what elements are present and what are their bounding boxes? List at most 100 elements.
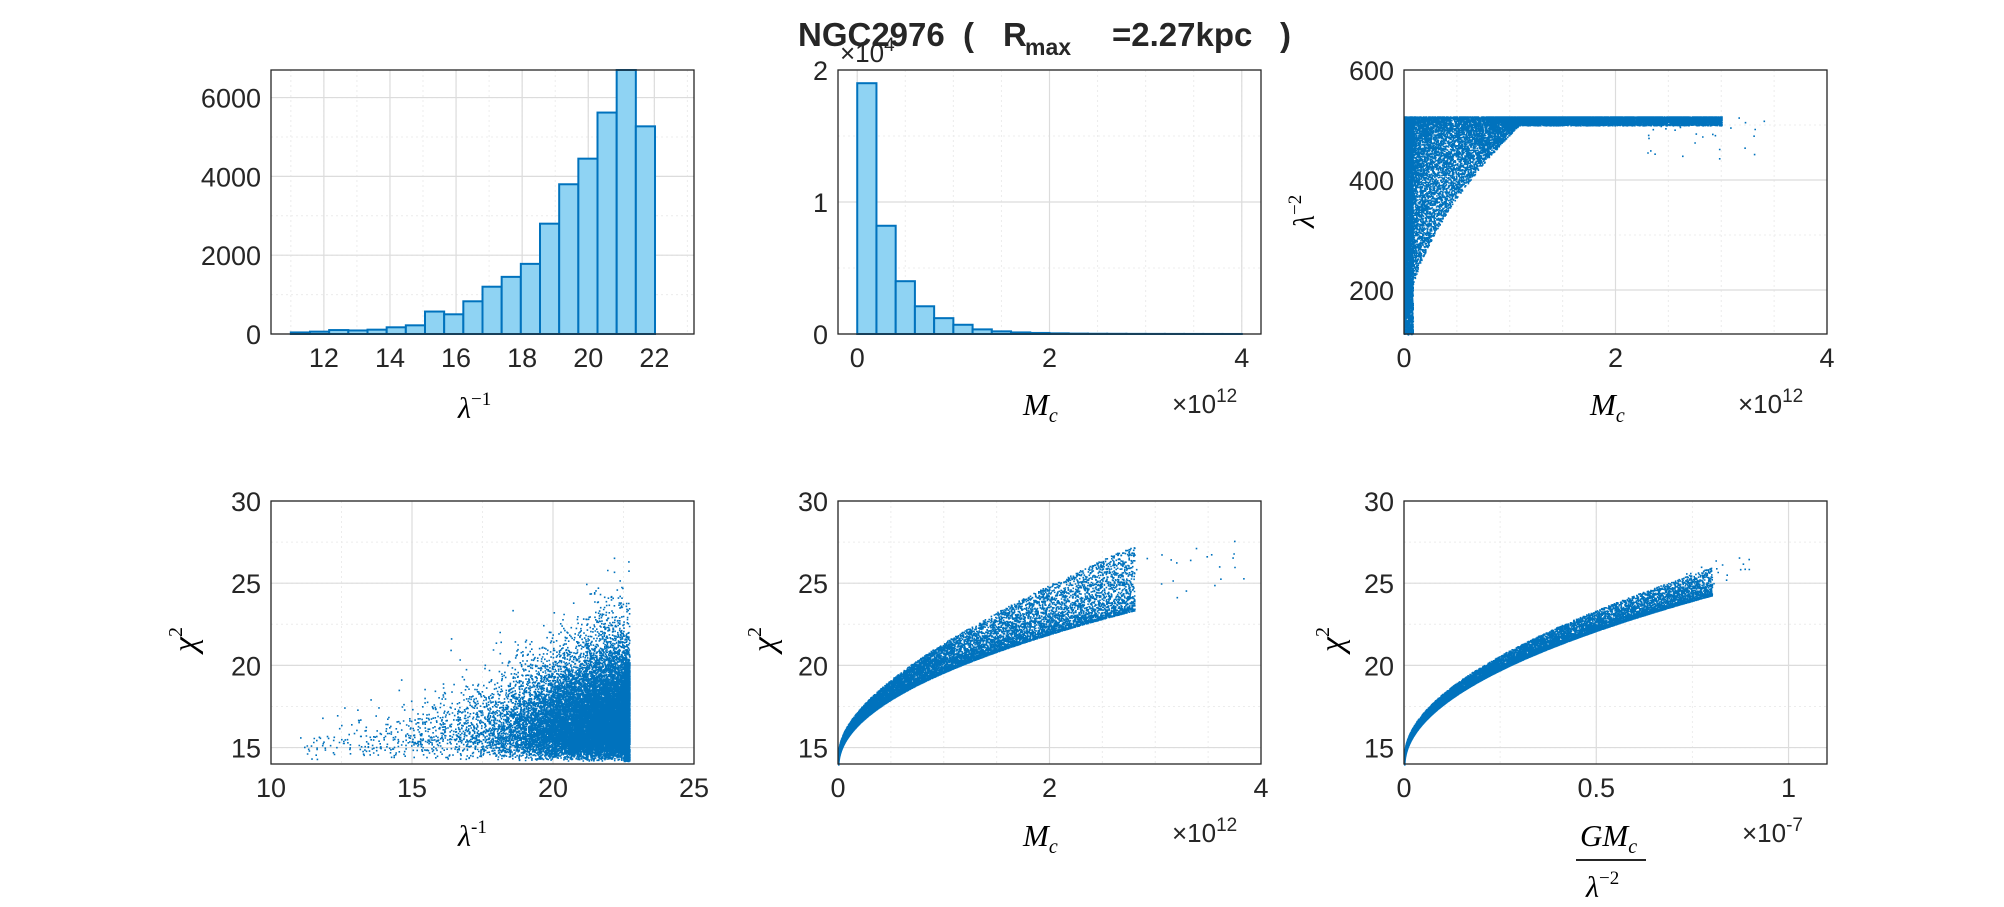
x-tick-label: 25	[679, 773, 709, 803]
histogram-bar	[443, 313, 465, 335]
svg-text:GMc: GMc	[1580, 818, 1637, 858]
y-tick-label: 15	[231, 734, 261, 764]
histogram-bar	[971, 328, 993, 336]
ylabel-chi2-bottom-middle: χ2	[744, 627, 783, 655]
figure-title-main: NGC2976	[798, 16, 945, 53]
scatter-point	[1404, 116, 1766, 336]
histogram-bar	[404, 324, 426, 335]
histogram-bar	[385, 326, 407, 335]
svg-text:λ−2: λ−2	[1585, 868, 1619, 904]
y-tick-label: 200	[1349, 276, 1394, 306]
axes-box	[1403, 500, 1828, 765]
y-tick-label: 20	[798, 651, 828, 681]
scatter-series	[1404, 557, 1751, 766]
histogram-bar	[894, 280, 916, 336]
figure-title-sub: max	[1025, 34, 1071, 60]
y-tick-label: 600	[1349, 56, 1394, 86]
axes-box	[837, 69, 1262, 335]
ylabel-chi2-bottom-right: χ2	[1312, 627, 1351, 655]
x-tick-label: 20	[573, 343, 603, 373]
x-tick-label: 4	[1234, 343, 1249, 373]
x-multiplier-top-right: ×1012	[1738, 386, 1803, 419]
y-tick-label: 2	[813, 56, 828, 86]
y-tick-label: 30	[1364, 487, 1394, 517]
x-tick-label: 4	[1253, 773, 1268, 803]
y-tick-label: 30	[231, 487, 261, 517]
xlabel-mc-top-middle: Mc	[1022, 387, 1058, 427]
x-tick-label: 10	[256, 773, 286, 803]
x-tick-label: 15	[397, 773, 427, 803]
scatter-point	[1404, 557, 1751, 766]
ylabel-lambda-squared: λ−2	[1285, 195, 1321, 229]
y-tick-label: 25	[798, 569, 828, 599]
figure-title-r: R	[1003, 16, 1027, 53]
y-tick-label: 15	[798, 734, 828, 764]
y-tick-label: 25	[231, 569, 261, 599]
histogram-bar	[558, 183, 580, 335]
histogram-bar	[952, 323, 974, 336]
y-tick-label: 20	[231, 651, 261, 681]
histogram-bar	[596, 111, 618, 335]
y-tick-label: 20	[1364, 651, 1394, 681]
axes-box	[837, 500, 1262, 765]
xlabel-lambda-inverse-bottom: λ-1	[457, 817, 487, 853]
figure-title-value: =2.27kpc	[1112, 16, 1252, 53]
x-multiplier-bottom-right: ×10-7	[1742, 815, 1803, 848]
x-tick-label: 12	[309, 343, 339, 373]
histogram-bar	[519, 262, 542, 336]
x-multiplier-top-middle: ×1012	[1172, 386, 1237, 419]
y-tick-label: 15	[1364, 734, 1394, 764]
panel-mc-histogram: 0 2 4 0 1 2	[813, 56, 1262, 373]
axes-box	[270, 69, 695, 335]
panel-chi2-vs-mc-scatter: 0 2 4 15 20 25 30	[798, 487, 1269, 803]
x-tick-label: 0	[850, 343, 865, 373]
axes-box	[1403, 69, 1828, 335]
panel-chi2-vs-gmc-scatter: 0 0.5 1 15 20 25 30	[1364, 487, 1828, 803]
ylabel-chi2-bottom-left: χ2	[165, 627, 204, 655]
title-paren-open: (	[963, 16, 974, 53]
x-tick-label: 0	[830, 773, 845, 803]
y-tick-label: 30	[798, 487, 828, 517]
y-tick-label: 0	[246, 320, 261, 350]
panel-mc-vs-lambda-sq-scatter: 0 2 4 200 400 600	[1349, 56, 1835, 373]
y-tick-label: 6000	[201, 84, 261, 114]
y-tick-label: 4000	[201, 162, 261, 192]
y-tick-label: 1	[813, 188, 828, 218]
x-tick-label: 0	[1396, 343, 1411, 373]
y-tick-label: 25	[1364, 569, 1394, 599]
histogram-bar	[875, 224, 897, 335]
xlabel-mc-bottom-middle: Mc	[1022, 818, 1058, 858]
histogram-bar	[577, 157, 599, 335]
histogram-bar	[366, 328, 388, 336]
x-tick-label: 22	[639, 343, 669, 373]
histogram-bar	[539, 222, 561, 336]
panel-lambda-inverse-histogram: 12 14 16 18 20 22 0 2000 4000 6000	[201, 69, 695, 373]
histogram-bar	[615, 69, 637, 335]
x-tick-label: 2	[1042, 773, 1057, 803]
x-tick-label: 0	[1396, 773, 1411, 803]
histogram-bar	[634, 125, 657, 335]
histogram-bar	[913, 305, 936, 335]
histogram-bar	[481, 285, 503, 336]
scatter-series	[1404, 116, 1766, 336]
xlabel-gmc-fraction: GMc λ−2	[1576, 818, 1646, 904]
x-tick-label: 0.5	[1577, 773, 1615, 803]
histogram-bar	[933, 317, 955, 336]
xlabel-lambda-inverse-top: λ−1	[457, 389, 491, 425]
plot-area	[1404, 501, 1827, 764]
histogram-bar	[856, 82, 878, 335]
panel-chi2-vs-lambda-inverse-scatter: 10 15 20 25 15 20 25 30	[231, 487, 709, 803]
title-paren-close: )	[1280, 16, 1291, 53]
x-tick-label: 2	[1042, 343, 1057, 373]
scatter-point	[300, 557, 631, 763]
x-tick-label: 4	[1819, 343, 1834, 373]
y-tick-label: 2000	[201, 241, 261, 271]
histogram-bar	[462, 300, 484, 336]
y-multiplier-top-middle: ×104	[840, 35, 895, 68]
scatter-series	[300, 557, 631, 763]
y-tick-label: 400	[1349, 166, 1394, 196]
x-tick-label: 20	[538, 773, 568, 803]
histogram-bar	[500, 275, 522, 335]
xlabel-mc-top-right: Mc	[1589, 387, 1625, 427]
